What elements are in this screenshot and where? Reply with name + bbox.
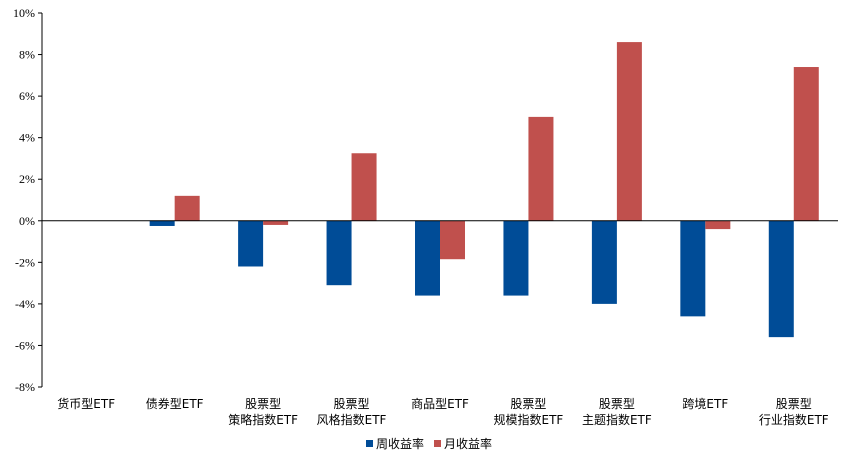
x-category-label: 债券型ETF bbox=[146, 396, 204, 411]
bar-monthly bbox=[440, 220, 465, 260]
bar-monthly bbox=[705, 220, 731, 230]
bar-weekly bbox=[503, 220, 529, 296]
bar-monthly bbox=[793, 67, 819, 221]
legend-swatch bbox=[434, 440, 441, 447]
x-category-label: 股票型 bbox=[510, 397, 546, 411]
y-tick-label: -2% bbox=[15, 255, 35, 269]
y-tick-label: -4% bbox=[15, 297, 35, 311]
bar-monthly bbox=[616, 42, 642, 221]
x-category-label: 商品型ETF bbox=[411, 396, 469, 411]
legend: 周收益率 月收益率 bbox=[366, 436, 492, 451]
y-tick-label: 4% bbox=[19, 131, 35, 145]
y-tick-label: 6% bbox=[19, 89, 35, 103]
bar-weekly bbox=[680, 220, 706, 317]
y-tick-label: 0% bbox=[19, 214, 35, 228]
legend-label: 周收益率 bbox=[376, 436, 424, 451]
x-category-label: 股票型 bbox=[334, 397, 370, 411]
y-axis: -8% -6% -4% -2% 0% 2% 4% 6% 8% 10% bbox=[13, 6, 43, 394]
bar-monthly bbox=[263, 220, 289, 225]
x-category-label: 货币型ETF bbox=[57, 396, 115, 411]
bar-monthly bbox=[351, 153, 377, 221]
y-tick-label: 8% bbox=[19, 48, 35, 62]
x-category-label: 股票型 bbox=[599, 397, 635, 411]
x-category-label: 股票型 bbox=[776, 397, 812, 411]
x-category-label: 规模指数ETF bbox=[494, 412, 564, 427]
x-category-label: 股票型 bbox=[245, 397, 281, 411]
x-category-label: 行业指数ETF bbox=[759, 412, 829, 427]
x-category-label: 跨境ETF bbox=[682, 396, 728, 411]
x-category-label: 风格指数ETF bbox=[317, 412, 387, 427]
y-tick-label: 10% bbox=[13, 6, 35, 20]
bar-weekly bbox=[149, 220, 175, 226]
bar-monthly bbox=[174, 195, 200, 221]
legend-swatch bbox=[366, 440, 373, 447]
y-tick-label: -6% bbox=[15, 338, 35, 352]
y-tick-label: -8% bbox=[15, 380, 35, 394]
bar-weekly bbox=[768, 220, 794, 338]
bar-weekly bbox=[591, 220, 617, 304]
y-tick-label: 2% bbox=[19, 172, 35, 186]
bar-weekly bbox=[415, 220, 440, 296]
x-category-label: 策略指数ETF bbox=[228, 412, 298, 427]
bars bbox=[149, 42, 819, 338]
legend-label: 月收益率 bbox=[444, 436, 492, 451]
x-category-label: 主题指数ETF bbox=[582, 412, 652, 427]
bar-weekly bbox=[238, 220, 264, 267]
bar-weekly bbox=[326, 220, 352, 286]
bar-monthly bbox=[528, 116, 554, 221]
